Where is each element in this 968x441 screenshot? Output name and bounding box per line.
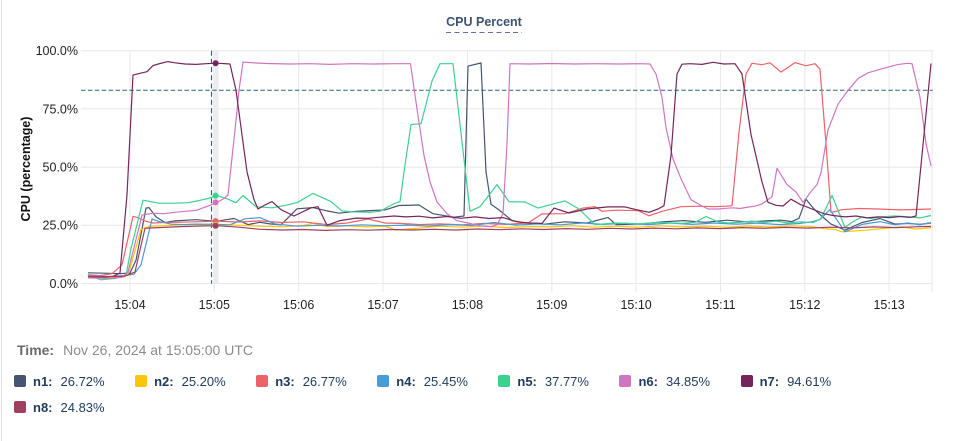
svg-text:15:11: 15:11 [705, 298, 735, 312]
svg-text:CPU (percentage): CPU (percentage) [19, 117, 33, 222]
svg-text:25.0%: 25.0% [43, 219, 78, 233]
svg-text:15:05: 15:05 [199, 298, 230, 312]
svg-text:15:09: 15:09 [536, 298, 567, 312]
svg-text:75.0%: 75.0% [43, 102, 78, 116]
svg-text:15:13: 15:13 [873, 298, 904, 312]
svg-text:50.0%: 50.0% [43, 161, 78, 175]
svg-text:15:12: 15:12 [789, 298, 820, 312]
svg-text:15:10: 15:10 [620, 298, 651, 312]
svg-text:15:08: 15:08 [452, 298, 483, 312]
svg-text:100.0%: 100.0% [36, 44, 78, 58]
svg-text:15:06: 15:06 [283, 298, 314, 312]
svg-text:15:04: 15:04 [114, 298, 145, 312]
svg-text:15:07: 15:07 [367, 298, 398, 312]
svg-text:0.0%: 0.0% [50, 277, 79, 291]
